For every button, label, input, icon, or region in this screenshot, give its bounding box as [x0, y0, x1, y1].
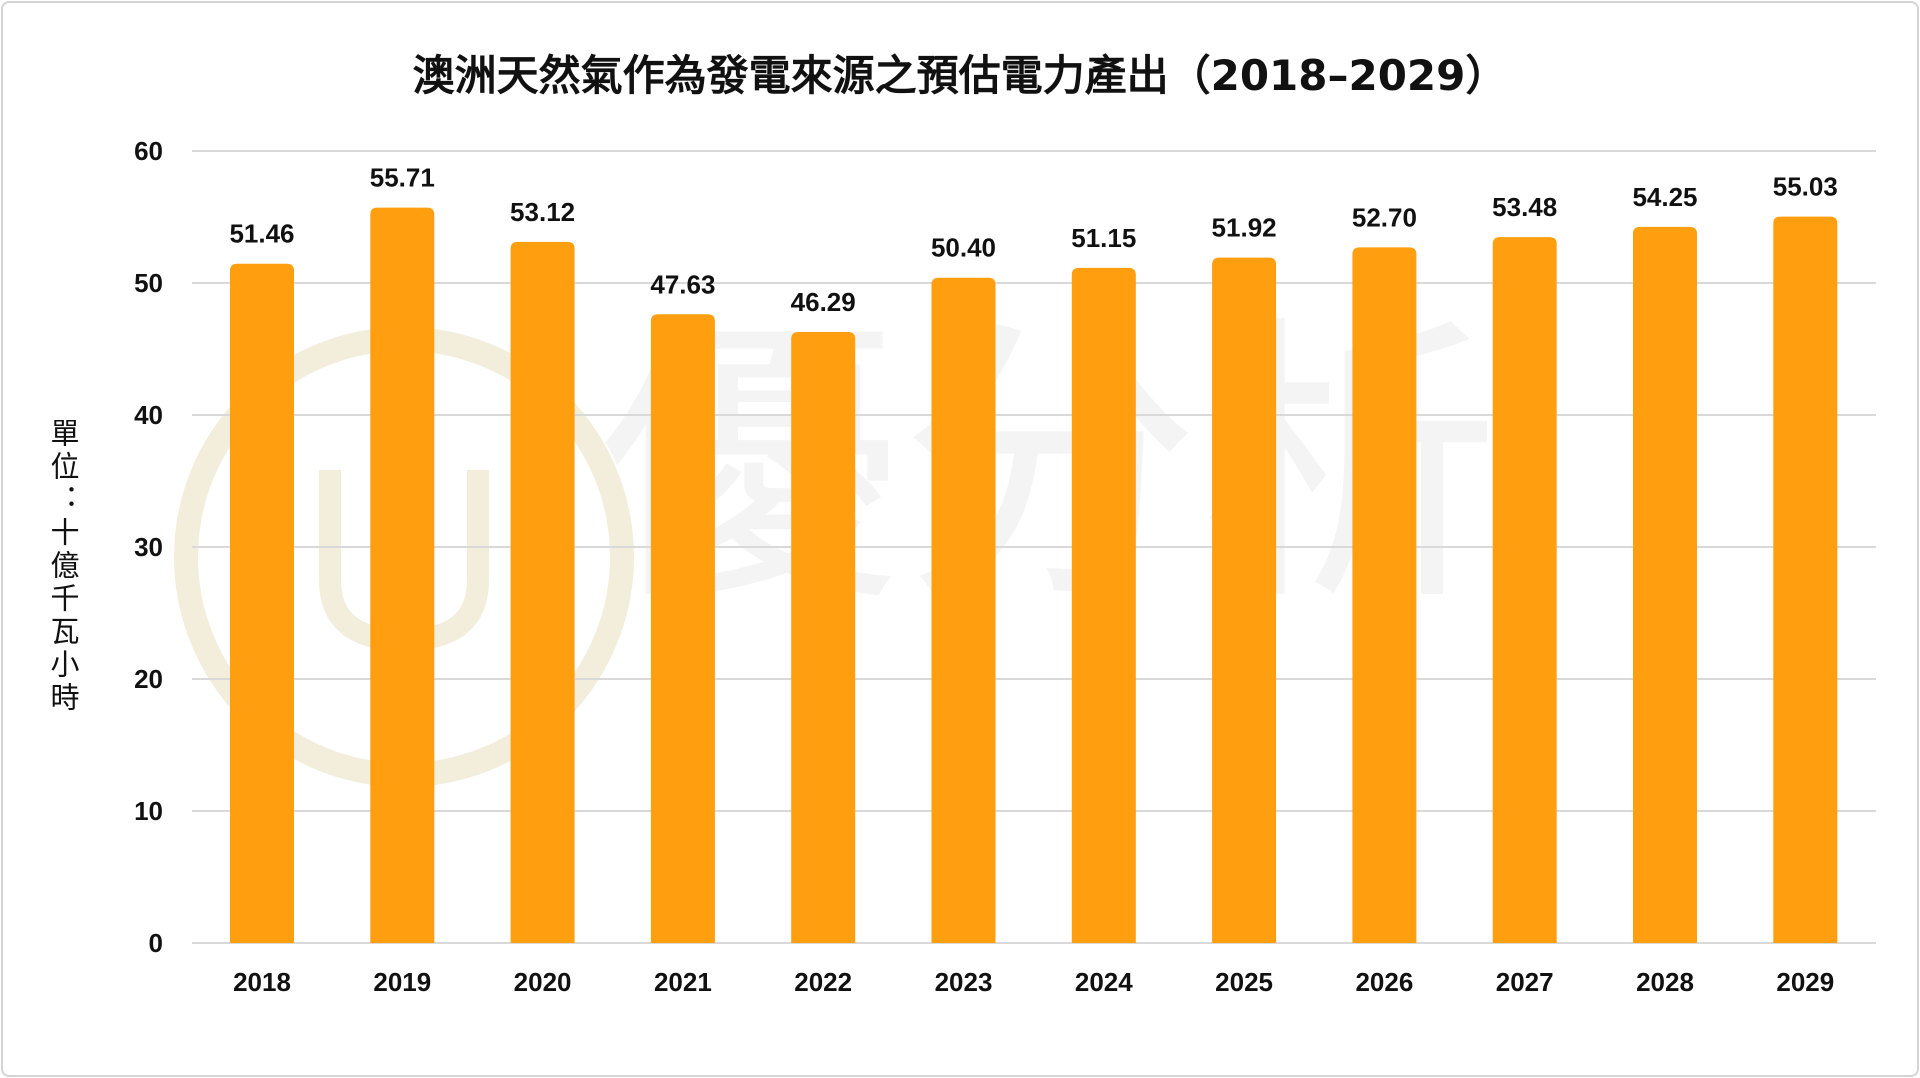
bar-2020	[510, 241, 575, 944]
x-tick-label-2019: 2019	[373, 967, 431, 997]
bar-2028	[1633, 226, 1697, 943]
bar-2022	[791, 331, 856, 943]
value-label-2018: 51.46	[229, 219, 294, 249]
x-tick-label-2027: 2027	[1496, 967, 1554, 997]
bar-2026	[1352, 247, 1417, 944]
bar-2027	[1492, 237, 1557, 944]
value-label-2020: 53.12	[510, 197, 575, 227]
bar-2018	[230, 263, 294, 943]
y-tick-label-50: 50	[134, 268, 163, 298]
x-tick-label-2028: 2028	[1636, 967, 1694, 997]
y-tick-label-30: 30	[134, 532, 163, 562]
value-label-2024: 51.15	[1071, 223, 1136, 253]
chart-title: 澳洲天然氣作為發電來源之預估電力產出（2018–2029）	[412, 51, 1508, 100]
watermark-text: 優分析	[600, 292, 1500, 641]
x-tick-label-2025: 2025	[1215, 967, 1273, 997]
value-label-2029: 55.03	[1773, 172, 1838, 202]
bar-2024	[1071, 267, 1136, 943]
y-tick-label-60: 60	[134, 136, 163, 166]
value-label-2028: 54.25	[1632, 182, 1697, 212]
value-label-2021: 47.63	[650, 269, 715, 299]
value-label-2022: 46.29	[791, 287, 856, 317]
value-label-2023: 50.40	[931, 233, 996, 263]
x-tick-label-2018: 2018	[233, 967, 291, 997]
y-tick-label-40: 40	[134, 400, 163, 430]
bar-2023	[931, 277, 996, 944]
x-tick-label-2023: 2023	[935, 967, 993, 997]
x-tick-label-2026: 2026	[1355, 967, 1413, 997]
value-label-2027: 53.48	[1492, 192, 1557, 222]
value-label-2026: 52.70	[1352, 202, 1417, 232]
bar-2025	[1212, 257, 1277, 943]
x-tick-label-2020: 2020	[514, 967, 572, 997]
x-tick-label-2024: 2024	[1075, 967, 1133, 997]
bar-2019	[370, 207, 435, 944]
x-tick-label-2021: 2021	[654, 967, 712, 997]
y-tick-label-10: 10	[134, 796, 163, 826]
value-label-2025: 51.92	[1212, 213, 1277, 243]
x-tick-label-2029: 2029	[1776, 967, 1834, 997]
y-axis-label: 單位：十億千瓦小時	[46, 418, 80, 715]
bar-2029	[1773, 216, 1838, 943]
y-tick-label-0: 0	[149, 928, 163, 958]
value-label-2019: 55.71	[370, 163, 435, 193]
x-tick-label-2022: 2022	[794, 967, 852, 997]
y-tick-label-20: 20	[134, 664, 163, 694]
bar-2021	[650, 314, 715, 943]
